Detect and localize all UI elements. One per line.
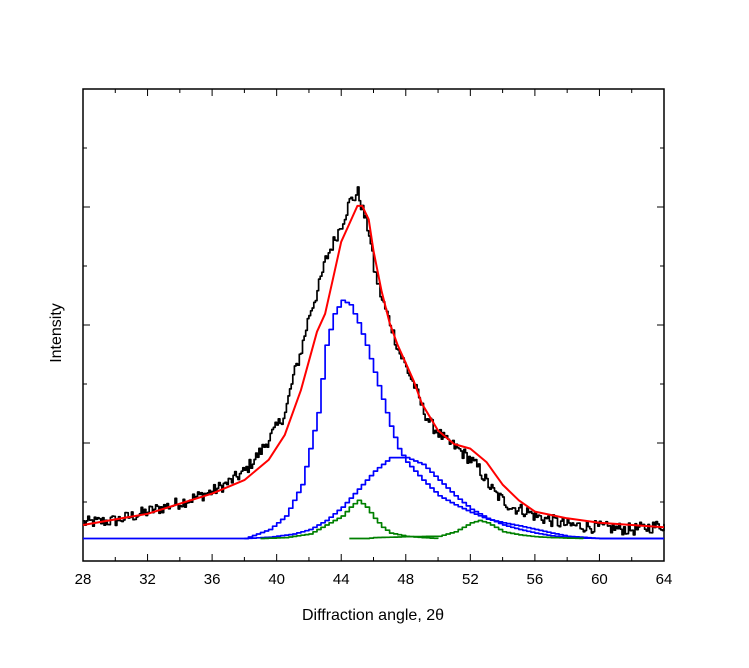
x-tick-label: 32 [139, 571, 156, 588]
series-line [349, 519, 585, 540]
x-tick-label: 40 [268, 571, 285, 588]
x-tick-label: 48 [397, 571, 414, 588]
x-tick-label: 60 [591, 571, 608, 588]
tick-layer [82, 88, 665, 562]
series-layer [82, 186, 665, 540]
series-line [244, 456, 664, 540]
x-tick-label: 28 [75, 571, 92, 588]
x-tick-label: 44 [333, 571, 350, 588]
x-tick-label: 64 [656, 571, 673, 588]
x-tick-label: 52 [462, 571, 479, 588]
series-line [82, 204, 665, 529]
x-tick-labels: 28 32 36 40 44 48 52 56 60 64 [75, 571, 673, 588]
x-axis-title: Diffraction angle, 2θ [302, 607, 444, 624]
series-line [260, 499, 439, 540]
plot-frame [82, 88, 665, 562]
y-axis-title: Intensity [48, 303, 65, 363]
series-line [83, 299, 664, 540]
x-tick-label: 56 [527, 571, 544, 588]
x-tick-label: 36 [204, 571, 221, 588]
